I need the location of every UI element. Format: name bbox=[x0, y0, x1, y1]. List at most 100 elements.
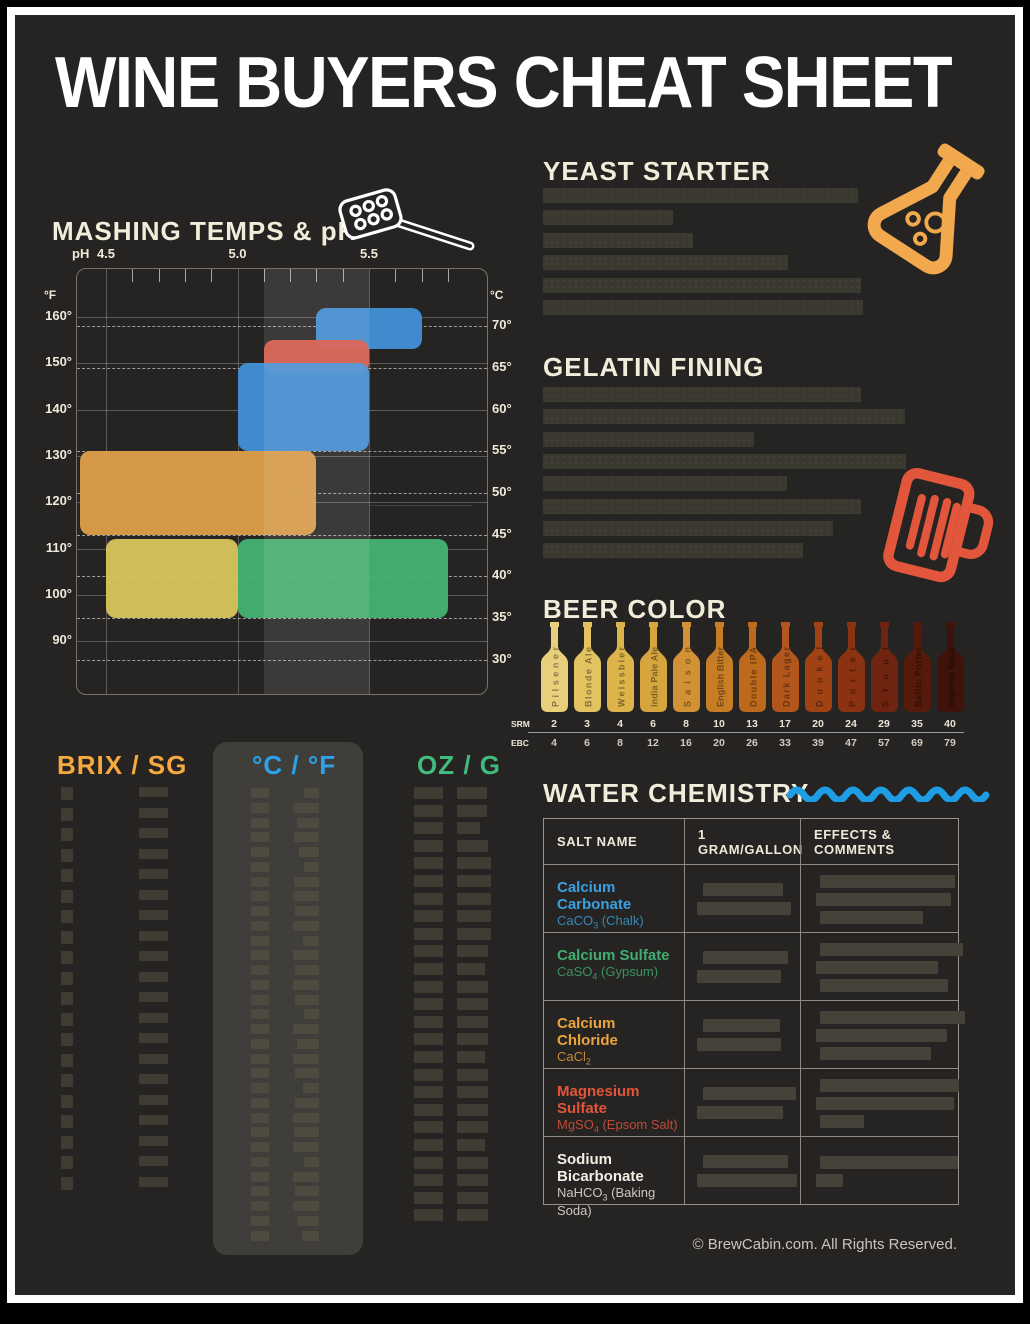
srm-value: 10 bbox=[713, 718, 725, 730]
redacted-text-line bbox=[543, 300, 863, 315]
beer-bottle-icon: English Bitter bbox=[706, 622, 733, 712]
beer-style-label: Double IPA bbox=[749, 647, 759, 708]
oz-col-a-bar bbox=[414, 910, 443, 922]
brix-sg-title: BRIX / SG bbox=[57, 750, 188, 780]
ebc-value: 69 bbox=[911, 737, 923, 749]
beer-bottle-icon: Stout bbox=[871, 622, 898, 712]
effects-redacted-bar bbox=[820, 910, 923, 924]
c-f-title: °C / °F bbox=[252, 750, 337, 780]
redacted-text-line bbox=[543, 387, 861, 402]
cf-col-b-bar bbox=[303, 936, 319, 946]
srm-value: 17 bbox=[779, 718, 791, 730]
brix-col-b-bar bbox=[139, 910, 168, 920]
table-header-cell: 1 GRAM/GALLON bbox=[684, 819, 802, 864]
beer-bottle-icon: Imperial Stout bbox=[937, 622, 964, 712]
table-header-label: SALT NAME bbox=[557, 834, 638, 849]
oz-col-a-bar bbox=[414, 875, 443, 887]
effects-redacted-bar bbox=[816, 892, 951, 906]
mash-range-box bbox=[106, 539, 238, 618]
chart-minor-tick bbox=[421, 269, 423, 282]
oz-col-b-bar bbox=[457, 928, 491, 940]
salt-formula: CaSO4 (Gypsum) bbox=[557, 964, 659, 982]
cf-col-a-bar bbox=[251, 1083, 269, 1093]
brix-col-b-bar bbox=[139, 787, 168, 797]
cf-col-b-bar bbox=[303, 1083, 319, 1093]
chart-minor-tick bbox=[316, 269, 318, 282]
effects-redacted-bar bbox=[820, 1010, 965, 1024]
beer-bottle-icon: Baltic Porter bbox=[904, 622, 931, 712]
redacted-text-line bbox=[543, 233, 693, 248]
salt-name-cell: Calcium Carbonate CaCO3 (Chalk) bbox=[544, 864, 684, 932]
brix-col-b-bar bbox=[139, 951, 168, 961]
oz-col-a-bar bbox=[414, 857, 443, 869]
brix-col-a-bar bbox=[61, 951, 73, 964]
chart-minor-tick bbox=[263, 269, 265, 282]
table-header-cell: SALT NAME bbox=[544, 819, 684, 864]
cf-col-a-bar bbox=[251, 847, 269, 857]
srm-value: 3 bbox=[584, 718, 590, 730]
srm-ebc-divider bbox=[528, 732, 964, 733]
oz-col-b-bar bbox=[457, 963, 485, 975]
f-tick-label: 110° bbox=[45, 539, 72, 555]
wave-line-icon bbox=[786, 786, 990, 802]
cf-col-a-bar bbox=[251, 788, 269, 798]
chart-c-gridline bbox=[77, 659, 487, 661]
effects-redacted-bar bbox=[820, 942, 963, 956]
cf-col-a-bar bbox=[251, 1142, 269, 1152]
c-tick-label: 35° bbox=[492, 608, 512, 624]
oz-col-a-bar bbox=[414, 998, 443, 1010]
srm-value: 8 bbox=[683, 718, 689, 730]
brix-col-b-bar bbox=[139, 808, 168, 818]
srm-value: 6 bbox=[650, 718, 656, 730]
table-header-label: EFFECTS & COMMENTS bbox=[814, 826, 895, 857]
beer-color-section-title: BEER COLOR bbox=[543, 594, 727, 624]
cf-col-a-bar bbox=[251, 980, 269, 990]
dose-redacted-bar bbox=[703, 1087, 796, 1100]
c-tick-label: 55° bbox=[492, 442, 512, 458]
brix-col-b-bar bbox=[139, 869, 168, 879]
f-tick-label: 100° bbox=[45, 585, 72, 601]
cf-col-a-bar bbox=[251, 1068, 269, 1078]
cf-conversion-panel bbox=[213, 742, 363, 1255]
c-tick-label: 50° bbox=[492, 483, 512, 499]
oz-col-b-bar bbox=[457, 998, 488, 1010]
brix-col-a-bar bbox=[61, 787, 73, 800]
cf-col-b-bar bbox=[293, 1201, 319, 1211]
redacted-text-line bbox=[543, 278, 861, 293]
dose-redacted-bar bbox=[697, 902, 791, 915]
dose-cell bbox=[684, 1000, 800, 1068]
ebc-value: 39 bbox=[812, 737, 824, 749]
brix-col-b-bar bbox=[139, 1054, 168, 1064]
oz-col-b-bar bbox=[457, 1051, 485, 1063]
dose-redacted-bar bbox=[697, 1106, 783, 1119]
ebc-value: 12 bbox=[647, 737, 659, 749]
cf-col-b-bar bbox=[293, 921, 319, 931]
salt-formula: MgSO4 (Epsom Salt) bbox=[557, 1117, 678, 1135]
cf-col-a-bar bbox=[251, 1127, 269, 1137]
cf-col-b-bar bbox=[302, 1231, 319, 1241]
mashing-section-title: MASHING TEMPS & pH bbox=[52, 216, 358, 246]
brix-col-a-bar bbox=[61, 1054, 73, 1067]
ph-tick-label: 4.5 bbox=[96, 246, 116, 261]
beer-bottle-icon: Pilsener bbox=[541, 622, 568, 712]
dose-redacted-bar bbox=[703, 1155, 788, 1168]
salt-name: Sodium Bicarbonate bbox=[557, 1151, 644, 1185]
beer-style-label: Baltic Porter bbox=[914, 647, 924, 707]
chart-minor-tick bbox=[158, 269, 160, 282]
brix-col-a-bar bbox=[61, 869, 73, 882]
ebc-value: 20 bbox=[713, 737, 725, 749]
chart-minor-tick bbox=[211, 269, 213, 282]
beer-style-label: Weissbier bbox=[617, 647, 627, 707]
cf-col-b-bar bbox=[293, 1172, 319, 1182]
f-tick-label: 150° bbox=[45, 354, 72, 370]
redacted-text-line bbox=[543, 188, 858, 203]
ph-highlight-band bbox=[263, 269, 369, 694]
cf-col-a-bar bbox=[251, 1186, 269, 1196]
cf-col-a-bar bbox=[251, 832, 269, 842]
chart-minor-tick bbox=[342, 269, 344, 282]
c-tick-label: 60° bbox=[492, 400, 512, 416]
oz-col-a-bar bbox=[414, 1051, 443, 1063]
beer-bottle-icon: Blonde Ale bbox=[574, 622, 601, 712]
dose-redacted-bar bbox=[697, 1174, 797, 1187]
redacted-text-line bbox=[543, 521, 833, 536]
